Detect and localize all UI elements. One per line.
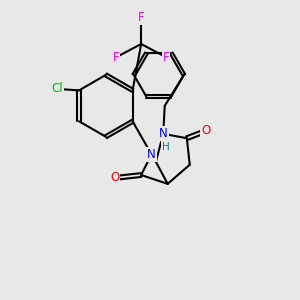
Text: N: N xyxy=(147,148,156,161)
Text: F: F xyxy=(138,11,145,24)
Text: H: H xyxy=(162,142,170,152)
Text: O: O xyxy=(110,172,119,184)
Text: Cl: Cl xyxy=(51,82,63,95)
Text: F: F xyxy=(113,51,119,64)
Text: F: F xyxy=(163,51,169,64)
Text: N: N xyxy=(159,127,168,140)
Text: O: O xyxy=(201,124,211,137)
